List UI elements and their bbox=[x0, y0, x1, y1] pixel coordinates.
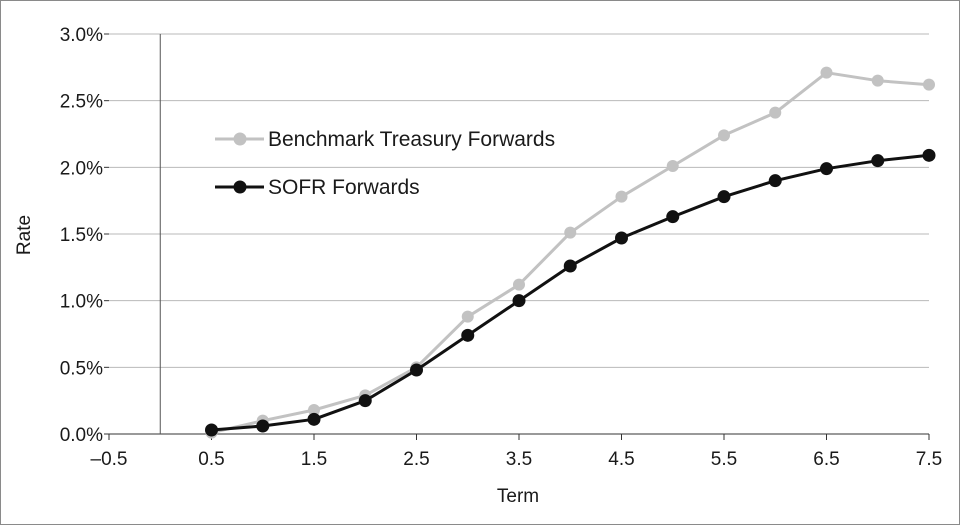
series-1-point bbox=[666, 210, 680, 224]
series-1-point bbox=[768, 174, 782, 188]
series-0-point bbox=[820, 66, 833, 79]
series-1-point bbox=[871, 154, 885, 168]
y-tick-label: 1.5% bbox=[60, 225, 103, 246]
series-0-point bbox=[871, 74, 884, 87]
grid-lines bbox=[109, 33, 929, 368]
x-tick-label: 6.5 bbox=[813, 449, 839, 470]
x-tick-label: 3.5 bbox=[506, 449, 532, 470]
legend: Benchmark Treasury Forwards SOFR Forwards bbox=[215, 128, 555, 199]
series-0-point bbox=[718, 129, 730, 142]
x-tick-label: 4.5 bbox=[608, 449, 634, 470]
series-1-point bbox=[615, 231, 628, 245]
series-0-point bbox=[615, 190, 628, 203]
tick-labels: 0.0% 0.5% 1.0% 1.5% 2.0% 2.5% 3.0% –0.5 0.5 1.5 2.… bbox=[60, 25, 943, 470]
legend-entry-label: Benchmark Treasury Forwards bbox=[268, 128, 555, 151]
series-0-point bbox=[308, 404, 320, 416]
series-1-point bbox=[410, 363, 423, 377]
y-tick-label: 0.0% bbox=[60, 425, 103, 446]
series-0-point bbox=[923, 78, 935, 91]
y-tick-label: 3.0% bbox=[60, 25, 103, 46]
series-0-point bbox=[666, 160, 679, 172]
series-1-point bbox=[717, 190, 731, 204]
data-series bbox=[205, 66, 936, 439]
x-tick-label: 1.5 bbox=[301, 449, 327, 470]
x-tick-label: 0.5 bbox=[198, 449, 224, 470]
series-1-point bbox=[461, 328, 475, 342]
series-line-0 bbox=[211, 71, 930, 435]
x-tick-label: 2.5 bbox=[403, 449, 429, 470]
series-1-point bbox=[563, 259, 577, 273]
series-1-point bbox=[512, 294, 526, 308]
series-0-point bbox=[564, 226, 577, 239]
axes bbox=[104, 33, 930, 440]
x-tick-label: –0.5 bbox=[91, 449, 128, 470]
x-tick-label: 5.5 bbox=[711, 449, 737, 470]
series-0-point bbox=[513, 278, 525, 291]
y-tick-label: 2.0% bbox=[60, 158, 103, 179]
y-tick-label: 1.0% bbox=[60, 292, 103, 313]
series-1-point bbox=[256, 419, 270, 433]
x-axis-title: Term bbox=[497, 486, 539, 507]
series-0-point bbox=[461, 310, 474, 323]
series-1-point bbox=[205, 423, 218, 437]
series-1-point bbox=[820, 162, 833, 176]
y-axis-title: Rate bbox=[14, 215, 35, 255]
y-tick-label: 2.5% bbox=[60, 92, 103, 113]
legend-swatch-marker bbox=[233, 180, 247, 194]
legend-swatch-marker bbox=[233, 132, 247, 146]
series-1-point bbox=[358, 394, 372, 408]
series-1-point bbox=[922, 148, 936, 162]
series-0-point bbox=[769, 106, 782, 119]
series-1-point bbox=[307, 412, 321, 426]
x-tick-label: 7.5 bbox=[916, 449, 942, 470]
y-tick-label: 0.5% bbox=[60, 358, 103, 379]
legend-entry-label: SOFR Forwards bbox=[268, 176, 420, 199]
